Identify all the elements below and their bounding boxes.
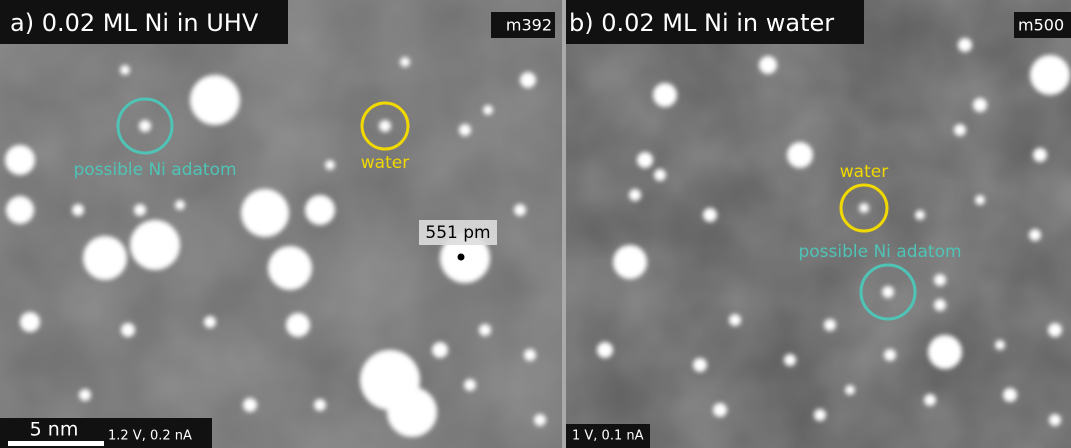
panel-a: a) 0.02 ML Ni in UHV m392 possible Ni ad… (0, 0, 562, 448)
height-marker (458, 254, 465, 261)
panel-b: b) 0.02 ML Ni in water m500 water possib… (566, 0, 1071, 448)
figure: a) 0.02 ML Ni in UHV m392 possible Ni ad… (0, 0, 1071, 448)
parameters: 1 V, 0.1 nA (572, 429, 644, 444)
parameters: 1.2 V, 0.2 nA (108, 429, 192, 444)
stm-texture (566, 0, 1071, 448)
annotation: possible Ni adatom (73, 160, 236, 180)
divider (562, 0, 566, 448)
scale-bar (8, 441, 104, 446)
annotation: possible Ni adatom (798, 242, 961, 262)
height-label: 551 pm (425, 223, 490, 243)
panel-label: a) 0.02 ML Ni in UHV (10, 9, 259, 37)
page: a) 0.02 ML Ni in UHV m392 possible Ni ad… (0, 0, 1071, 448)
annotation: water (840, 162, 888, 182)
annotation: water (361, 153, 409, 173)
panel-label: b) 0.02 ML Ni in water (569, 9, 834, 37)
image-id: m392 (506, 16, 552, 35)
image-id: m500 (1018, 16, 1064, 35)
scale-bar-label: 5 nm (30, 419, 79, 441)
